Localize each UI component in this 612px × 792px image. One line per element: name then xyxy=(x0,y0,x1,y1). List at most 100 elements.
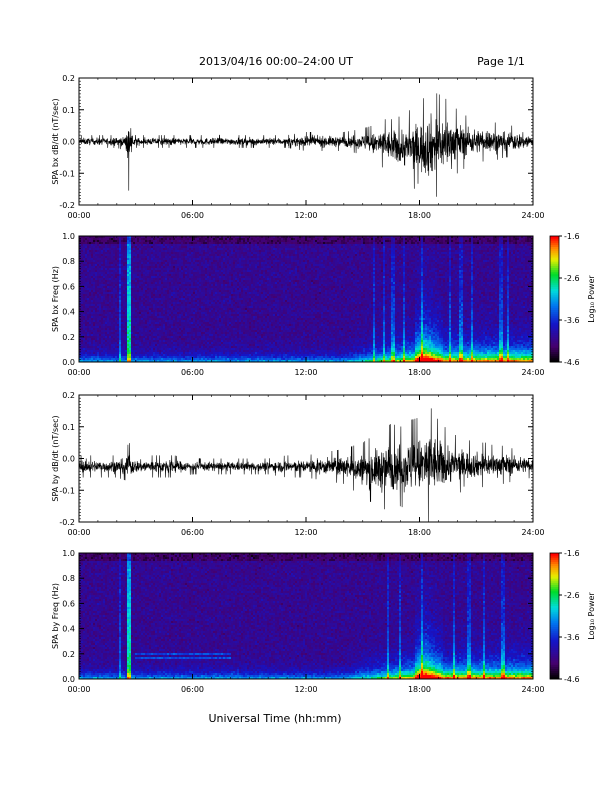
spectrogram-cell xyxy=(141,280,143,282)
spectrogram-cell xyxy=(203,320,205,322)
spectrogram-cell xyxy=(119,298,121,300)
spectrogram-cell xyxy=(95,262,97,264)
spectrogram-cell xyxy=(229,298,231,300)
spectrogram-cell xyxy=(93,298,95,300)
spectrogram-cell xyxy=(219,270,221,272)
spectrogram-cell xyxy=(217,268,219,270)
spectrogram-cell xyxy=(155,332,157,334)
spectrogram-cell xyxy=(121,340,123,342)
spectrogram-cell xyxy=(87,348,89,350)
spectrogram-cell xyxy=(197,336,199,338)
spectrogram-cell xyxy=(213,354,215,356)
spectrogram-cell xyxy=(131,246,133,248)
spectrogram-cell xyxy=(149,354,151,356)
spectrogram-cell xyxy=(231,300,233,302)
spectrogram-cell xyxy=(201,296,203,298)
spectrogram-cell xyxy=(193,350,195,352)
spectrogram-cell xyxy=(101,356,103,358)
spectrogram-cell xyxy=(89,268,91,270)
spectrogram-cell xyxy=(99,306,101,308)
spectrogram-cell xyxy=(225,306,227,308)
spectrogram-cell xyxy=(125,258,127,260)
spectrogram-cell xyxy=(167,332,169,334)
spectrogram-cell xyxy=(81,274,83,276)
spectrogram-cell xyxy=(189,266,191,268)
spectrogram-cell xyxy=(217,320,219,322)
spectrogram-cell xyxy=(105,350,107,352)
spectrogram-cell xyxy=(219,322,221,324)
spectrogram-cell xyxy=(155,240,157,242)
spectrogram-cell xyxy=(217,262,219,264)
spectrogram-cell xyxy=(201,324,203,326)
spectrogram-cell xyxy=(215,276,217,278)
spectrogram-cell xyxy=(203,326,205,328)
spectrogram-cell xyxy=(103,290,105,292)
spectrogram-cell xyxy=(205,254,207,256)
spectrogram-cell xyxy=(183,282,185,284)
spectrogram-cell xyxy=(109,332,111,334)
spectrogram-cell xyxy=(201,346,203,348)
spectrogram-cell xyxy=(119,252,121,254)
spectrogram-cell xyxy=(117,330,119,332)
spectrogram-cell xyxy=(125,304,127,306)
spectrogram-cell xyxy=(227,278,229,280)
spectrogram-cell xyxy=(221,348,223,350)
spectrogram-cell xyxy=(219,240,221,242)
spectrogram-cell xyxy=(167,298,169,300)
spectrogram-cell xyxy=(149,264,151,266)
spectrogram-cell xyxy=(195,352,197,354)
spectrogram-cell xyxy=(173,332,175,334)
spectrogram-cell xyxy=(217,284,219,286)
spectrogram-cell xyxy=(225,356,227,358)
spectrogram-cell xyxy=(105,308,107,310)
spectrogram-cell xyxy=(125,318,127,320)
spectrogram-cell xyxy=(113,348,115,350)
spectrogram-cell xyxy=(81,240,83,242)
spectrogram-cell xyxy=(169,336,171,338)
spectrogram-cell xyxy=(89,304,91,306)
spectrogram-cell xyxy=(115,302,117,304)
spectrogram-cell xyxy=(115,292,117,294)
spectrogram-cell xyxy=(99,316,101,318)
spectrogram-cell xyxy=(193,286,195,288)
spectrogram-cell xyxy=(209,238,211,240)
spectrogram-cell xyxy=(131,264,133,266)
spectrogram-cell xyxy=(199,326,201,328)
spectrogram-cell xyxy=(115,252,117,254)
spectrogram-cell xyxy=(161,276,163,278)
spectrogram-cell xyxy=(189,264,191,266)
spectrogram-cell xyxy=(103,310,105,312)
spectrogram-cell xyxy=(143,348,145,350)
spectrogram-cell xyxy=(99,286,101,288)
spectrogram-cell xyxy=(91,326,93,328)
spectrogram-cell xyxy=(153,322,155,324)
spectrogram-cell xyxy=(101,326,103,328)
spectrogram-cell xyxy=(115,258,117,260)
spectrogram-cell xyxy=(205,252,207,254)
spectrogram-cell xyxy=(113,254,115,256)
spectrogram-cell xyxy=(111,286,113,288)
spectrogram-cell xyxy=(117,340,119,342)
spectrogram-cell xyxy=(205,312,207,314)
spectrogram-cell xyxy=(171,298,173,300)
spectrogram-cell xyxy=(219,306,221,308)
spectrogram-cell xyxy=(167,252,169,254)
spectrogram-cell xyxy=(133,238,135,240)
spectrogram-cell xyxy=(135,290,137,292)
spectrogram-cell xyxy=(157,252,159,254)
spectrogram-cell xyxy=(191,252,193,254)
spectrogram-cell xyxy=(145,308,147,310)
spectrogram-cell xyxy=(117,302,119,304)
spectrogram-cell xyxy=(141,306,143,308)
spectrogram-cell xyxy=(135,306,137,308)
spectrogram-cell xyxy=(123,242,125,244)
spectrogram-cell xyxy=(221,268,223,270)
spectrogram-cell xyxy=(153,314,155,316)
spectrogram-cell xyxy=(93,284,95,286)
spectrogram-cell xyxy=(105,340,107,342)
spectrogram-cell xyxy=(143,244,145,246)
spectrogram-cell xyxy=(191,302,193,304)
spectrogram-cell xyxy=(127,358,129,360)
spectrogram-cell xyxy=(207,284,209,286)
spectrogram-cell xyxy=(151,292,153,294)
